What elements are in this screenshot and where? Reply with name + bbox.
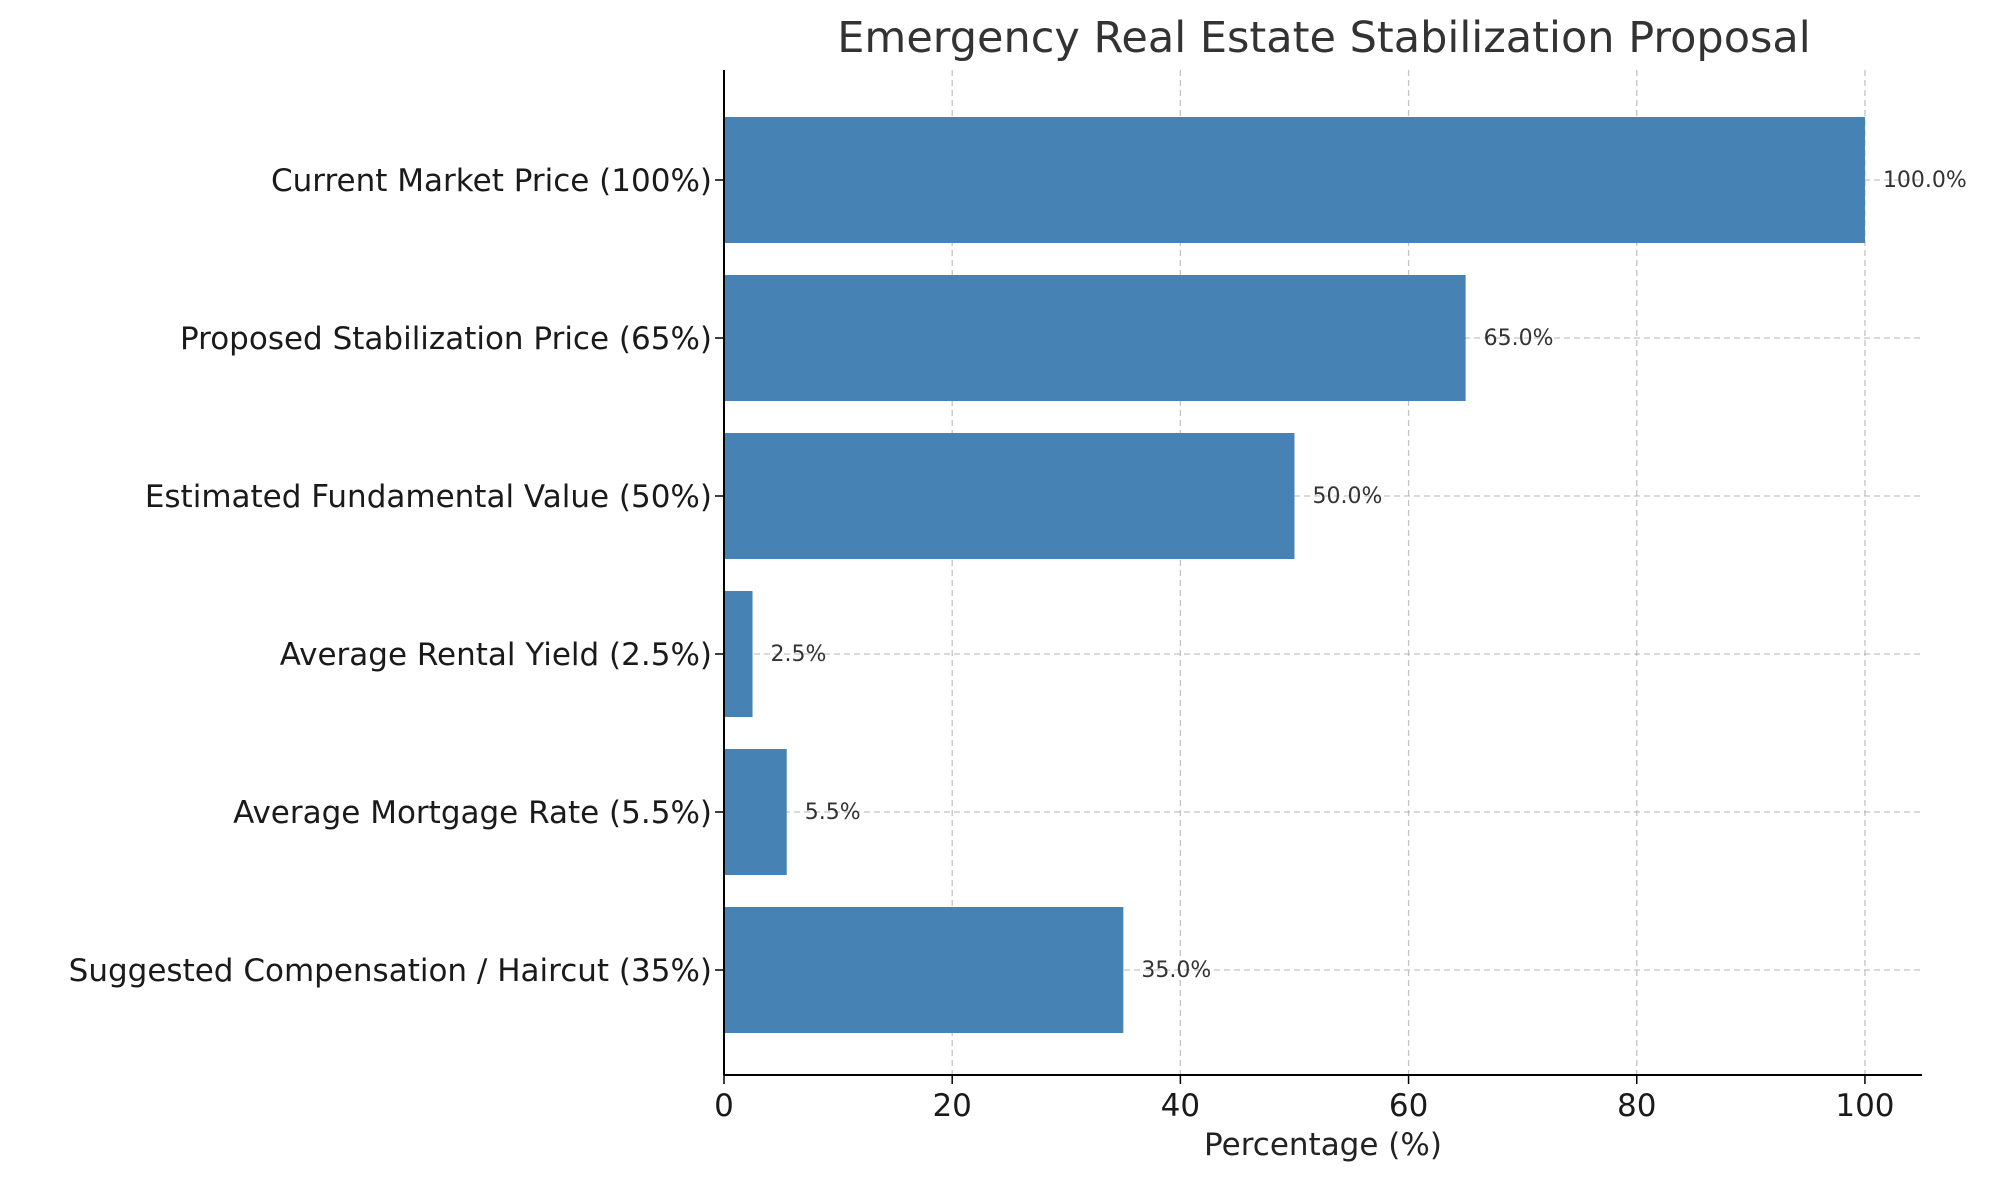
bar	[724, 275, 1466, 401]
category-label: Estimated Fundamental Value (50%)	[145, 479, 712, 515]
x-tick-label: 100	[1835, 1088, 1894, 1124]
bar-value-label: 5.5%	[805, 800, 861, 825]
chart-title: Emergency Real Estate Stabilization Prop…	[837, 13, 1810, 63]
category-label: Proposed Stabilization Price (65%)	[180, 321, 712, 357]
bar	[724, 907, 1124, 1033]
category-label: Average Mortgage Rate (5.5%)	[233, 795, 712, 831]
bar-value-label: 100.0%	[1883, 168, 1967, 193]
bar	[724, 433, 1295, 559]
x-tick-label: 80	[1617, 1088, 1656, 1124]
bar	[724, 591, 753, 717]
bar-value-label: 50.0%	[1312, 484, 1382, 509]
x-tick-label: 0	[714, 1088, 734, 1124]
category-label: Current Market Price (100%)	[271, 163, 712, 199]
x-tick-label: 40	[1161, 1088, 1200, 1124]
x-tick-label: 20	[932, 1088, 971, 1124]
bars	[724, 117, 1865, 1033]
bar-value-label: 35.0%	[1141, 958, 1211, 983]
bar-value-label: 2.5%	[771, 642, 827, 667]
bar	[724, 749, 787, 875]
bar	[724, 117, 1865, 243]
x-tick-label: 60	[1389, 1088, 1428, 1124]
labels: 100.0% Current Market Price (100%) 65.0% Pr…	[69, 163, 1967, 1124]
category-label: Average Rental Yield (2.5%)	[280, 637, 712, 673]
axes	[715, 70, 1922, 1084]
bar-value-label: 65.0%	[1484, 326, 1554, 351]
x-axis-label: Percentage (%)	[1204, 1127, 1442, 1163]
category-label: Suggested Compensation / Haircut (35%)	[69, 953, 712, 989]
